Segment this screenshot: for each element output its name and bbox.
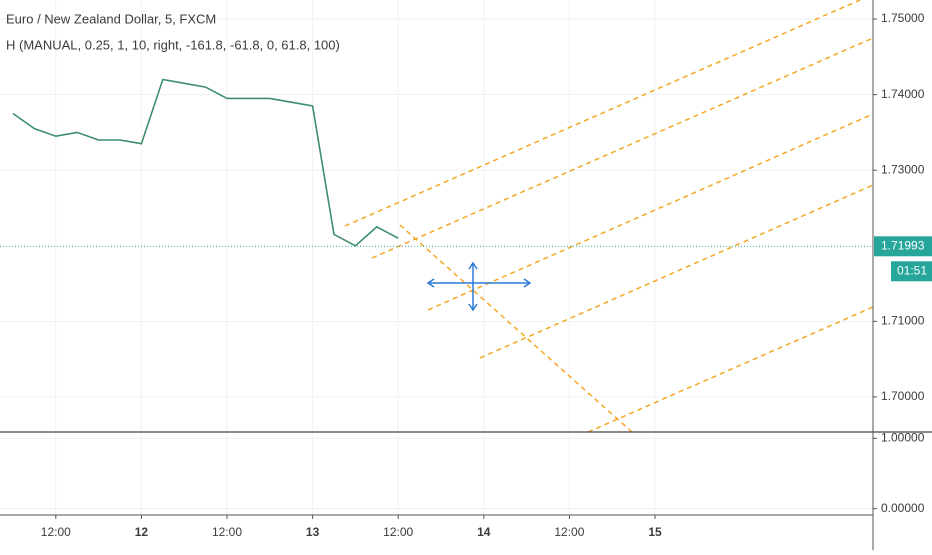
current-price-box [874,236,932,257]
x-tick-label: 12:00 [41,525,71,539]
current-price-label: 1.71993 [881,238,925,252]
y-tick-label: 0.00000 [881,501,925,515]
price-line [12,78,399,247]
x-tick-label: 12:00 [383,525,413,539]
countdown-label: 01:51 [897,263,927,277]
fib-diagonal [399,224,633,433]
x-tick-label: 12:00 [554,525,584,539]
x-tick-label: 12 [135,525,149,539]
fib-line [427,113,874,311]
grid-layer [0,0,873,515]
cursor-arrows [426,261,532,312]
fib-line [344,0,861,227]
fib-drawing [344,0,874,433]
x-tick-label: 15 [648,525,662,539]
move-cursor [426,261,532,312]
y-tick-label: 1.74000 [881,87,925,101]
fib-line [371,37,874,259]
x-tick-label: 13 [306,525,320,539]
y-tick-label: 1.00000 [881,431,925,445]
x-tick-label: 14 [477,525,491,539]
y-tick-label: 1.75000 [881,11,925,25]
y-tick-label: 1.70000 [881,389,925,403]
indicator-subtitle: H (MANUAL, 0.25, 1, 10, right, -161.8, -… [6,37,340,52]
y-tick-label: 1.71000 [881,314,925,328]
data-layer [0,78,873,247]
x-tick-label: 12:00 [212,525,242,539]
chart-title: Euro / New Zealand Dollar, 5, FXCM [6,11,216,26]
countdown-box [891,261,932,282]
axis-layer: 1.75000 1.74000 1.73000 1.71000 1.70000 12:00… [41,11,932,539]
fib-line [587,306,874,433]
y-tick-label: 1.73000 [881,162,925,176]
